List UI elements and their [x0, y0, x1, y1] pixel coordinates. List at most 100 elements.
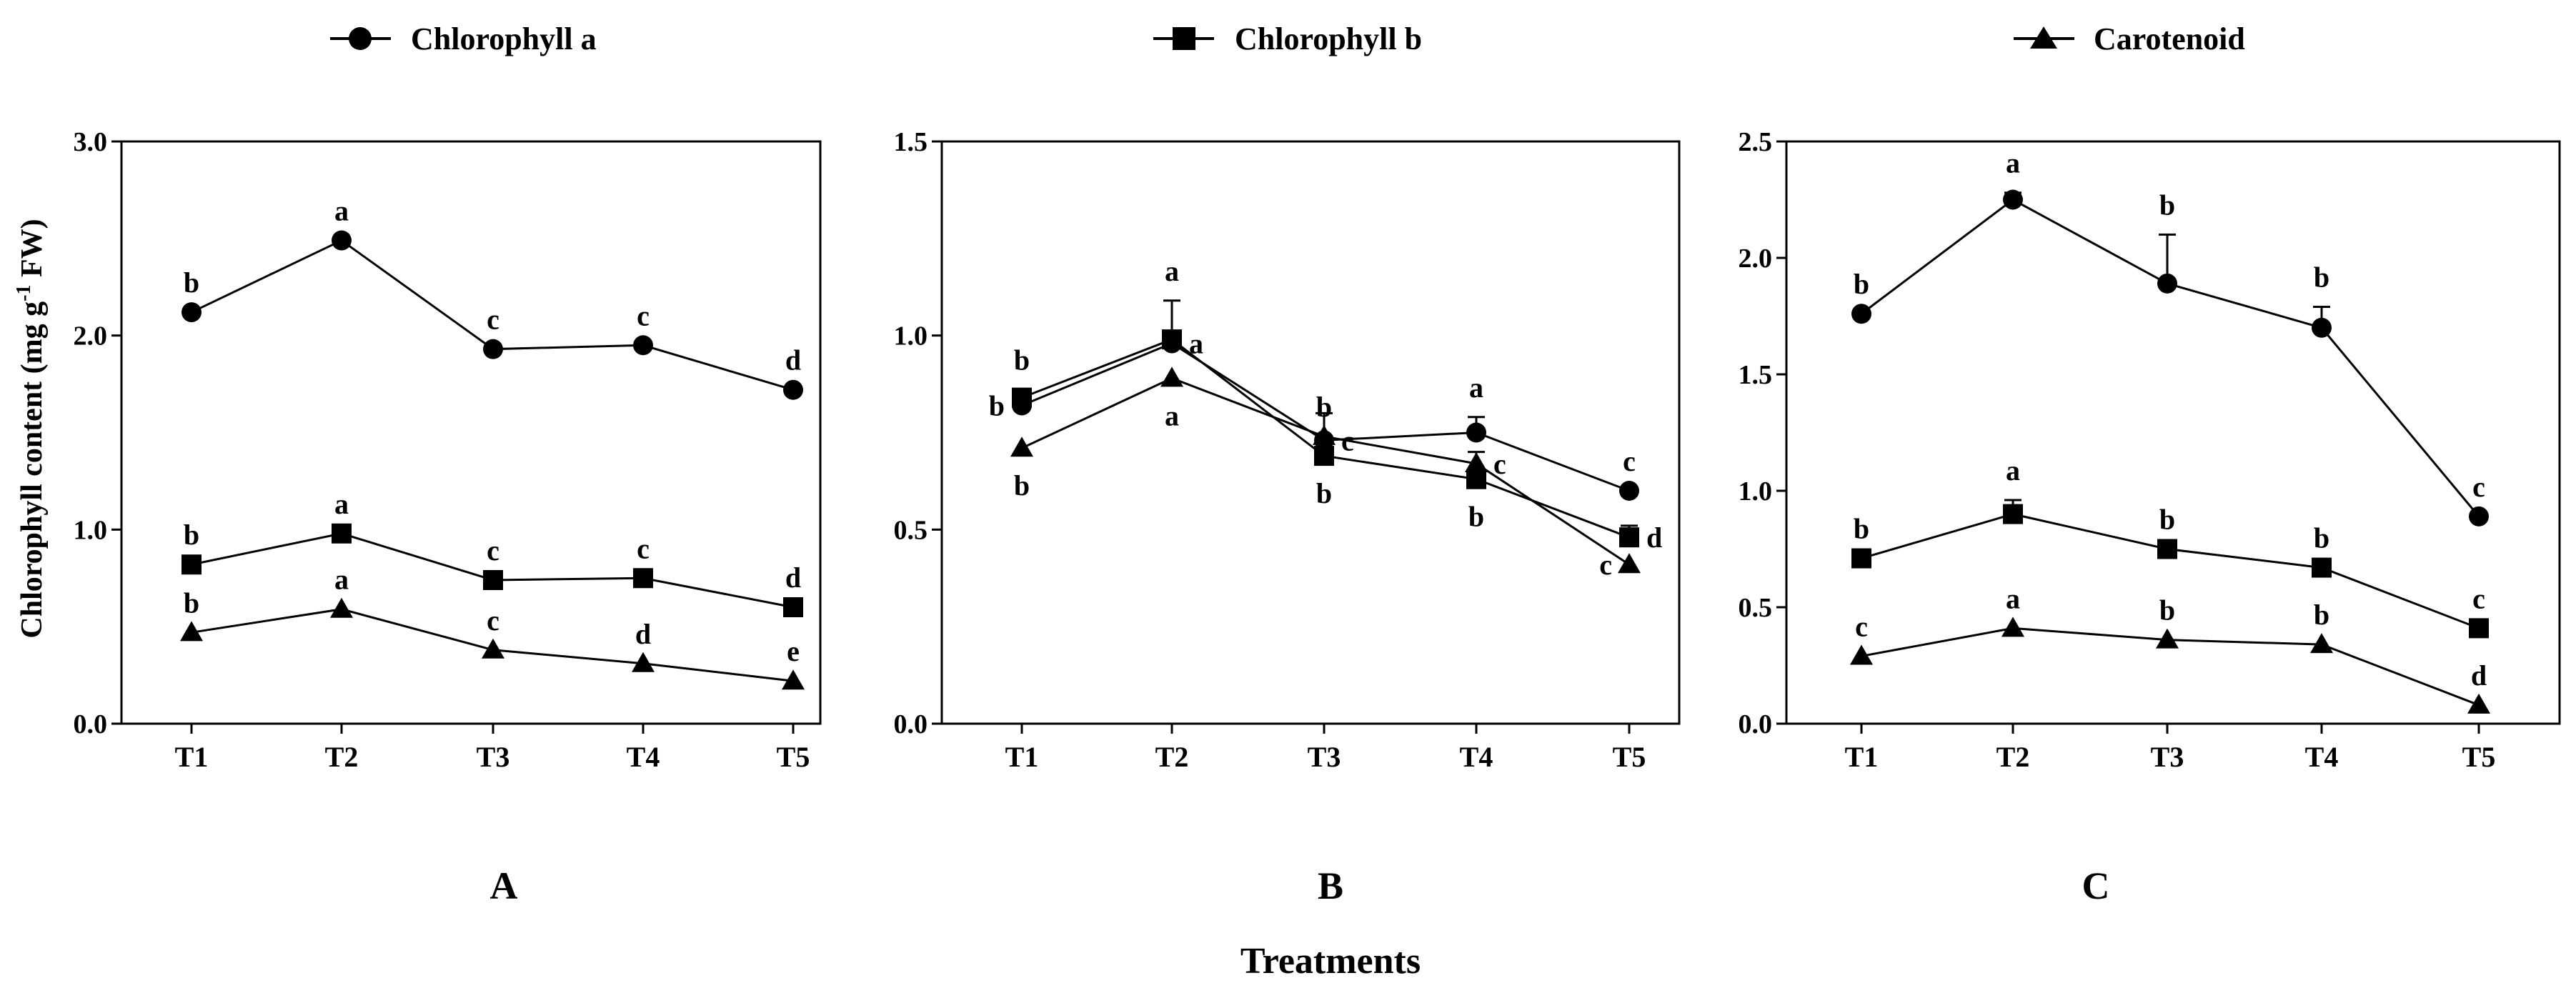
significance-letter: b: [2159, 504, 2175, 536]
significance-letter: c: [2472, 582, 2485, 614]
x-tick-label: T5: [1613, 741, 1646, 773]
significance-letter: c: [1493, 448, 1506, 480]
significance-letter: b: [184, 587, 199, 619]
x-tick-label: T1: [1005, 741, 1039, 773]
data-point-square: [2312, 557, 2332, 578]
x-tick-label: T3: [2151, 741, 2184, 773]
data-point-triangle: [2001, 617, 2024, 637]
y-tick-label: 0.0: [1739, 709, 1773, 739]
data-point-circle: [181, 302, 202, 323]
x-axis-title: Treatments: [1240, 941, 1421, 982]
data-point-triangle: [1618, 553, 1641, 574]
panel-a: 0.0 1.0 2.0 3.0 T1 T2 T3 T4 T5 Ab a c c d b a c c d b a c d e: [74, 127, 822, 907]
x-tick-label: T1: [175, 741, 209, 773]
significance-letter: a: [2006, 582, 2020, 614]
x-tick-label: T4: [627, 741, 660, 773]
circle-marker-icon: [349, 27, 372, 50]
data-point-square: [2003, 504, 2023, 524]
x-tick-label: T3: [1308, 741, 1341, 773]
data-point-square: [1012, 387, 1032, 408]
y-tick-label: 1.0: [1739, 476, 1773, 507]
data-point-square: [2469, 618, 2489, 639]
y-tick-label: 2.0: [1739, 244, 1773, 274]
significance-letter: b: [2314, 599, 2329, 631]
data-point-triangle: [782, 669, 805, 690]
significance-letter: a: [2006, 147, 2020, 179]
data-point-square: [783, 597, 803, 617]
significance-letter: b: [2159, 594, 2175, 627]
y-tick-label: 0.0: [894, 709, 928, 739]
significance-letter: d: [2471, 659, 2487, 692]
x-tick-label: T3: [477, 741, 510, 773]
significance-letter: a: [2006, 454, 2020, 486]
panel-c: 0.0 0.5 1.0 1.5 2.0 2.5 T1 T2 T3 T4 T5 Cb a b b c b a b b c c…: [1739, 127, 2561, 907]
significance-letter: b: [2159, 189, 2175, 221]
data-point-triangle: [482, 638, 504, 659]
data-point-triangle: [1465, 451, 1488, 472]
data-point-circle: [783, 379, 803, 400]
significance-letter: b: [1316, 477, 1332, 509]
data-point-circle: [2469, 506, 2489, 527]
significance-letter: b: [2314, 522, 2329, 554]
y-tick-label: 1.5: [894, 127, 928, 157]
x-tick-label: T2: [1996, 741, 2030, 773]
data-point-circle: [2157, 273, 2177, 294]
x-tick-label: T4: [1460, 741, 1493, 773]
data-point-circle: [1619, 481, 1639, 501]
panel-label: C: [2082, 864, 2110, 907]
data-point-circle: [2003, 189, 2023, 210]
significance-letter: a: [1469, 371, 1483, 404]
data-point-square: [1314, 446, 1334, 466]
x-tick-label: T5: [2462, 741, 2496, 773]
significance-letter: b: [1014, 469, 1030, 502]
data-point-circle: [1851, 304, 1871, 324]
data-point-triangle: [1313, 424, 1336, 445]
significance-letter: b: [1014, 344, 1030, 376]
data-point-triangle: [632, 652, 655, 672]
significance-letter: c: [1623, 445, 1636, 477]
plot-frame: [940, 140, 1681, 725]
data-point-triangle: [330, 597, 353, 618]
significance-letter: a: [334, 488, 349, 520]
legend-item-chlorophyll-b: Chlorophyll b: [1153, 21, 1422, 56]
y-tick-label: 0.5: [894, 515, 928, 545]
data-point-square: [1162, 329, 1182, 350]
significance-letter: d: [635, 618, 651, 650]
x-tick-label: T1: [1845, 741, 1879, 773]
significance-letter: e: [787, 635, 800, 667]
significance-letter: c: [637, 532, 650, 564]
data-point-circle: [332, 230, 352, 251]
x-tick-label: T2: [1155, 741, 1189, 773]
plot-frame: [120, 140, 822, 725]
y-axis-label: Chlorophyll content (mg g-1 FW): [13, 219, 49, 638]
significance-letter: a: [334, 564, 349, 596]
data-point-square: [181, 554, 202, 575]
x-tick-label: T4: [2305, 741, 2339, 773]
significance-letter: c: [2472, 471, 2485, 503]
significance-letter: b: [184, 266, 199, 299]
x-tick-label: T5: [777, 741, 810, 773]
data-point-triangle: [2310, 633, 2333, 654]
data-point-square: [332, 523, 352, 544]
significance-letter: d: [785, 344, 801, 376]
legend-item-carotenoid: Carotenoid: [2014, 21, 2245, 56]
y-tick-label: 3.0: [74, 127, 108, 157]
significance-letter: b: [2314, 261, 2329, 293]
panel-label: B: [1318, 864, 1343, 907]
significance-letter: c: [637, 299, 650, 331]
data-point-triangle: [1850, 644, 1873, 665]
x-tick-label: T2: [325, 741, 359, 773]
significance-letter: a: [1189, 328, 1203, 360]
data-point-circle: [1466, 422, 1486, 443]
data-point-square: [483, 569, 503, 590]
data-point-square: [1466, 469, 1486, 489]
data-point-square: [633, 568, 653, 589]
y-tick-label: 1.5: [1739, 360, 1773, 390]
y-tick-label: 1.0: [74, 515, 108, 545]
significance-letter: b: [1854, 513, 1869, 545]
data-point-triangle: [180, 621, 203, 642]
data-point-square: [1619, 527, 1639, 548]
legend-label: Carotenoid: [2094, 21, 2245, 56]
